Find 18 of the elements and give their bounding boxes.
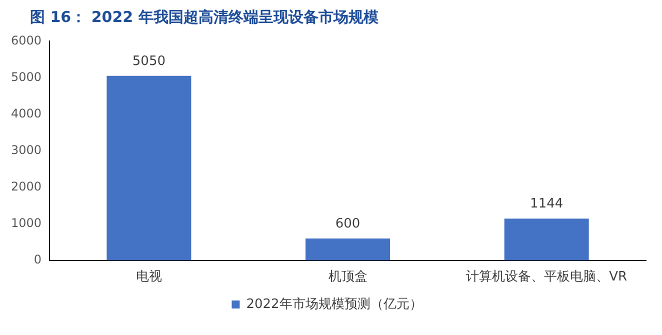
- y-tick-label: 6000: [10, 33, 42, 48]
- legend-label: 2022年市场规模预测（亿元）: [246, 296, 422, 312]
- y-tick-label: 5000: [10, 70, 42, 84]
- x-tick-label: 电视: [136, 270, 162, 285]
- bar: [106, 76, 192, 260]
- y-tick-label: 4000: [10, 106, 42, 120]
- data-label: 5050: [132, 54, 166, 69]
- x-tick-label: 机顶盒: [328, 270, 368, 285]
- data-label: 1144: [530, 196, 564, 212]
- y-tick-label: 1000: [10, 216, 42, 230]
- y-tick-label: 3000: [10, 142, 42, 157]
- y-tick-label: 2000: [10, 179, 42, 194]
- y-tick-label: 0: [34, 252, 42, 267]
- chart-title: 图 16： 2022 年我国超高清终端呈现设备市场规模: [30, 8, 380, 27]
- data-label: 600: [335, 216, 360, 232]
- bar: [306, 238, 390, 260]
- bar: [504, 218, 589, 260]
- x-tick-label: 计算机设备、平板电脑、VR: [466, 270, 628, 285]
